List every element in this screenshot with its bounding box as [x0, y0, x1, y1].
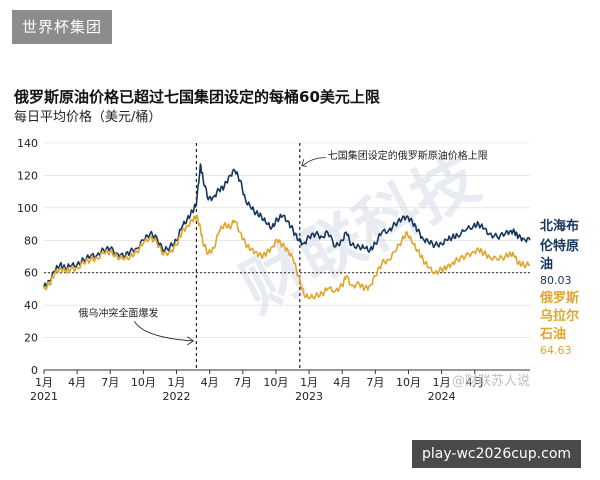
price-cap-arrowhead: [301, 159, 307, 167]
brent-line: [43, 163, 531, 288]
x-tick-year: 2023: [295, 390, 323, 403]
y-tick-label: 140: [17, 137, 38, 150]
y-tick-label: 100: [17, 202, 38, 215]
x-tick-label: 4月: [68, 376, 86, 389]
invasion-annotation: 俄乌冲突全面爆发: [78, 306, 158, 319]
series-label-brent-3: 油: [540, 256, 553, 272]
y-tick-label: 80: [24, 234, 38, 247]
x-tick-year: 2022: [163, 390, 191, 403]
x-tick-label: 10月: [131, 376, 156, 389]
series-label-urals-1: 俄罗斯: [539, 290, 579, 306]
x-tick-label: 4月: [466, 376, 484, 389]
chart-title: 俄罗斯原油价格已超过七国集团设定的每桶60美元上限: [14, 88, 380, 106]
source-tag: 世界杯集团: [12, 10, 113, 44]
invasion-arrowhead: [187, 336, 195, 346]
invasion-arrow: [134, 321, 193, 342]
series-label-brent-2: 伦特原: [540, 238, 579, 254]
watermark-bottom: @财联苏人说: [452, 373, 530, 389]
urals-line: [43, 214, 531, 300]
chart-subtitle: 每日平均价格（美元/桶）: [14, 110, 162, 125]
x-tick-label: 7月: [366, 376, 384, 389]
series-label-urals-3: 石油: [539, 326, 566, 342]
series-value-brent: 80.03: [540, 274, 572, 287]
x-tick-label: 10月: [263, 376, 288, 389]
x-tick-label: 1月: [433, 376, 451, 389]
x-tick-label: 10月: [396, 376, 421, 389]
x-tick-label: 4月: [333, 376, 351, 389]
y-tick-label: 40: [24, 299, 38, 312]
x-tick-label: 7月: [234, 376, 252, 389]
x-tick-year: 2021: [30, 390, 58, 403]
series-label-brent-1: 北海布: [540, 218, 579, 234]
y-tick-label: 60: [24, 267, 38, 280]
x-tick-label: 1月: [300, 376, 318, 389]
x-tick-label: 1月: [168, 376, 186, 389]
series-label-urals-2: 乌拉尔: [540, 308, 579, 324]
watermark-text: 财联科技: [230, 142, 491, 328]
price-cap-arrow: [302, 157, 326, 166]
x-tick-label: 7月: [101, 376, 119, 389]
y-tick-label: 0: [31, 364, 38, 377]
series-value-urals: 64.63: [540, 344, 572, 357]
y-tick-label: 120: [17, 169, 38, 182]
price-cap-annotation: 七国集团设定的俄罗斯原油价格上限: [328, 149, 488, 162]
x-tick-year: 2024: [428, 390, 456, 403]
x-tick-label: 4月: [201, 376, 219, 389]
y-tick-label: 20: [24, 332, 38, 345]
x-tick-label: 1月: [35, 376, 53, 389]
site-tag: play-wc2026cup.com: [412, 440, 582, 468]
